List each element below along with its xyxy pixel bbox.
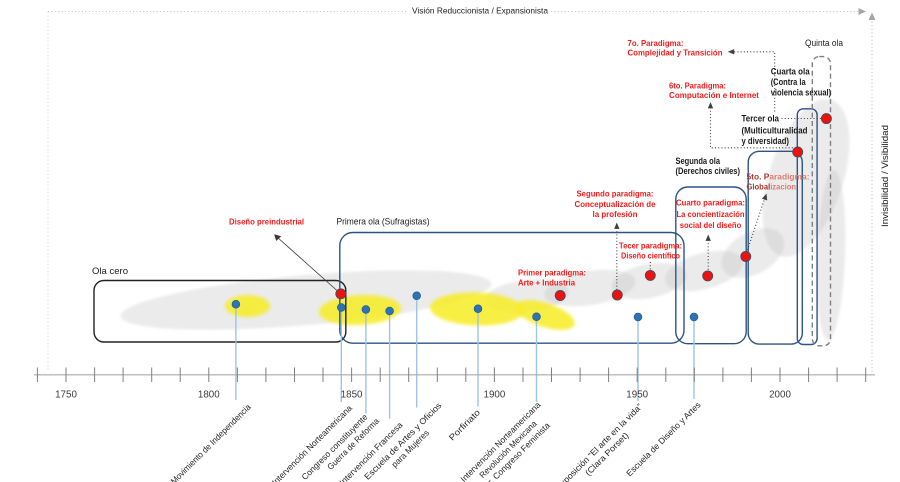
svg-text:1800: 1800: [198, 389, 220, 400]
svg-text:Globalizacion: Globalizacion: [747, 182, 797, 192]
svg-text:y diversidad): y diversidad): [742, 136, 790, 146]
svg-text:Invisibilidad / Visibilidad: Invisibilidad / Visibilidad: [880, 125, 890, 227]
svg-text:La concientización: La concientización: [677, 209, 745, 219]
svg-text:Arte + Industria: Arte + Industria: [518, 277, 575, 287]
svg-text:Quinta ola: Quinta ola: [805, 38, 843, 48]
svg-text:2000: 2000: [769, 389, 791, 400]
svg-text:Cuarto paradigma:: Cuarto paradigma:: [676, 197, 745, 207]
svg-text:(Derechos civiles): (Derechos civiles): [676, 166, 741, 176]
svg-text:social del diseño: social del diseño: [680, 220, 742, 230]
svg-text:(Multiculturalidad: (Multiculturalidad: [742, 126, 808, 136]
svg-text:7o. Paradigma:: 7o. Paradigma:: [628, 38, 684, 48]
svg-text:violencia sexual): violencia sexual): [771, 88, 832, 98]
svg-text:Computación e Internet: Computación e Internet: [669, 90, 759, 100]
svg-text:Primer paradigma:: Primer paradigma:: [518, 268, 586, 278]
svg-text:Complejidad y Transición: Complejidad y Transición: [628, 47, 723, 57]
svg-text:Cuarta ola: Cuarta ola: [771, 66, 810, 76]
svg-text:Primera ola (Sufragistas): Primera ola (Sufragistas): [337, 217, 430, 227]
svg-text:5to. Paradigma:: 5to. Paradigma:: [747, 172, 810, 182]
svg-text:Tercer ola: Tercer ola: [742, 114, 780, 124]
svg-text:1750: 1750: [55, 389, 77, 400]
svg-text:Segunda ola: Segunda ola: [676, 156, 721, 166]
svg-text:Segundo paradigma:: Segundo paradigma:: [577, 189, 654, 199]
svg-text:Conceptualización de: Conceptualización de: [575, 199, 656, 209]
svg-text:Tecer paradigma:: Tecer paradigma:: [619, 241, 682, 251]
svg-text:Porfiriato: Porfiriato: [447, 407, 483, 443]
svg-text:1950: 1950: [626, 389, 648, 400]
svg-text:1900: 1900: [484, 389, 506, 400]
svg-text:Diseño científico: Diseño científico: [621, 251, 680, 261]
svg-text:Diseño preindustrial: Diseño preindustrial: [229, 217, 304, 227]
svg-text:(Contra la: (Contra la: [771, 77, 806, 87]
svg-text:1850: 1850: [341, 389, 363, 400]
svg-text:6to. Paradigma:: 6to. Paradigma:: [669, 80, 726, 90]
svg-text:Visión Reduccionista / Expansi: Visión Reduccionista / Expansionista: [412, 6, 548, 16]
svg-text:Movimiento de Independencia: Movimiento de Independencia: [169, 402, 253, 482]
svg-text:la profesión: la profesión: [593, 209, 638, 219]
svg-text:Ola cero: Ola cero: [92, 266, 128, 276]
